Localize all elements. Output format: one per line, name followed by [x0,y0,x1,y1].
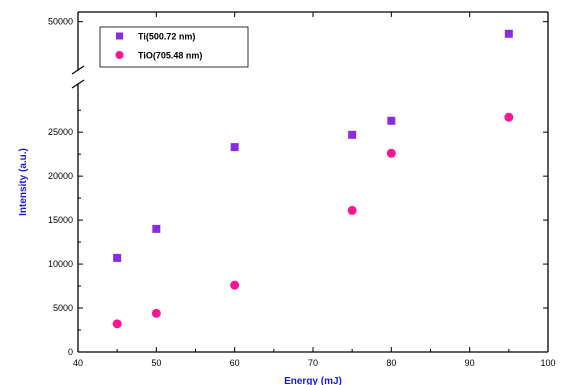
y-tick-label: 0 [68,347,73,357]
axes: 40 50 60 70 80 90 100 0 5000 10000 15000 20000 25000… [48,11,556,368]
y-tick-label: 10000 [48,259,73,269]
data-point-tio [230,280,240,290]
data-point-tio [347,205,357,215]
y-tick-label: 50000 [48,17,73,27]
y-axis-title: Intensity (a.u.) [18,148,29,216]
data-point-ti [504,29,513,38]
legend-label-ti: Ti(500.72 nm) [138,32,195,42]
x-tick-label: 80 [386,358,396,368]
data-point-ti [387,116,396,125]
data-point-tio [504,112,514,122]
x-tick-label: 40 [73,358,83,368]
x-tick-label: 90 [465,358,475,368]
x-axis-title: Energy (mJ) [284,376,342,385]
y-tick-label: 20000 [48,171,73,181]
data-marks [112,29,514,329]
data-point-tio [112,319,122,329]
x-tick-label: 70 [308,358,318,368]
legend-box [99,26,249,68]
x-tick-label: 50 [151,358,161,368]
legend-label-tio: TiO(705.48 nm) [138,51,202,61]
data-point-ti [230,143,239,152]
y-tick-label: 5000 [53,303,73,313]
data-point-tio [151,308,161,318]
axis-break-mark [71,79,85,89]
y-tick-label: 25000 [48,127,73,137]
legend-marker-ti [116,32,123,40]
data-point-ti [348,130,357,139]
legend-marker-tio [115,51,124,59]
data-point-tio [386,148,396,158]
data-point-ti [113,253,122,262]
data-point-ti [152,224,161,233]
x-tick-label: 100 [540,358,555,368]
axis-break-mark [71,65,85,75]
y-tick-label: 15000 [48,215,73,225]
x-tick-label: 60 [230,358,240,368]
legend: Ti(500.72 nm) TiO(705.48 nm) [99,26,249,68]
